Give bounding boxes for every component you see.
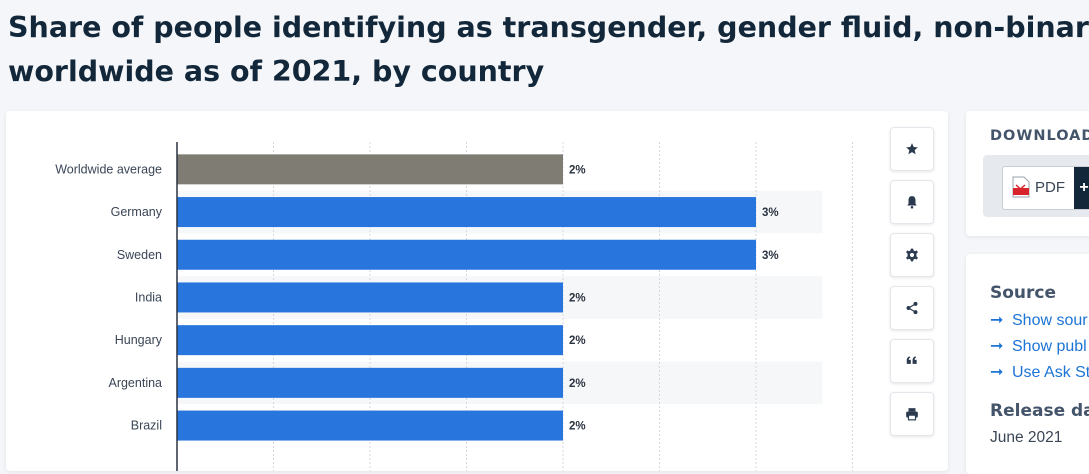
print-button[interactable] bbox=[890, 392, 934, 436]
bar bbox=[177, 367, 563, 398]
category-label: Worldwide average bbox=[55, 162, 162, 176]
arrow-right-icon: ➞ bbox=[990, 312, 1004, 329]
category-label: Sweden bbox=[117, 248, 162, 262]
settings-button[interactable] bbox=[890, 233, 934, 277]
category-label: Argentina bbox=[108, 376, 162, 390]
value-label: 2% bbox=[569, 164, 586, 176]
bar bbox=[177, 325, 563, 356]
gear-icon bbox=[906, 248, 918, 262]
chart-card: Worldwide average 2% Germany 3% Sweden 3% Indi… bbox=[6, 111, 948, 471]
page-title: Share of people identifying as transgend… bbox=[8, 6, 1089, 94]
favorite-button[interactable] bbox=[890, 127, 934, 171]
pdf-file-icon bbox=[1012, 176, 1030, 198]
category-label: Hungary bbox=[115, 333, 163, 347]
title-line-2: worldwide as of 2021, by country bbox=[8, 55, 545, 88]
release-date-value: June 2021 bbox=[990, 429, 1063, 446]
value-label: 2% bbox=[569, 292, 586, 304]
bell-icon bbox=[907, 196, 917, 209]
quote-icon bbox=[906, 356, 917, 364]
cite-button[interactable] bbox=[890, 339, 934, 383]
title-line-1: Share of people identifying as transgend… bbox=[8, 11, 1089, 44]
value-label: 3% bbox=[762, 250, 779, 262]
star-icon bbox=[906, 143, 918, 155]
value-label: 2% bbox=[569, 335, 586, 347]
pdf-plus-icon[interactable]: + bbox=[1074, 167, 1089, 209]
download-title: DOWNLOAD bbox=[990, 128, 1089, 144]
share-button[interactable] bbox=[890, 286, 934, 330]
category-label: India bbox=[135, 290, 162, 304]
category-label: Brazil bbox=[131, 419, 162, 433]
category-label: Germany bbox=[111, 205, 163, 219]
value-label: 2% bbox=[569, 421, 586, 433]
bar bbox=[177, 197, 756, 228]
bar bbox=[177, 282, 563, 313]
pdf-label: PDF bbox=[1035, 179, 1065, 196]
bar-chart: Worldwide average 2% Germany 3% Sweden 3% Indi… bbox=[55, 142, 853, 471]
ask-statista-link[interactable]: ➞ Use Ask St bbox=[990, 364, 1089, 381]
arrow-right-icon: ➞ bbox=[990, 364, 1004, 381]
value-label: 3% bbox=[762, 207, 779, 219]
source-panel: Source ➞ Show sour ➞ Show publ ➞ Use Ask St… bbox=[966, 254, 1089, 474]
show-publisher-link[interactable]: ➞ Show publ bbox=[990, 338, 1087, 355]
value-label: 2% bbox=[569, 378, 586, 390]
arrow-right-icon: ➞ bbox=[990, 338, 1004, 355]
share-icon bbox=[906, 301, 918, 315]
bar bbox=[177, 410, 563, 441]
printer-icon bbox=[906, 408, 918, 421]
download-panel: DOWNLOAD PDF + bbox=[966, 111, 1089, 236]
download-options: PDF + bbox=[983, 155, 1089, 217]
pdf-download-button[interactable]: PDF + bbox=[1002, 166, 1089, 210]
release-date-heading: Release dat bbox=[990, 401, 1089, 421]
bar bbox=[177, 239, 756, 270]
notification-button[interactable] bbox=[890, 180, 934, 224]
source-heading: Source bbox=[990, 283, 1057, 303]
show-source-link[interactable]: ➞ Show sour bbox=[990, 312, 1088, 329]
bar bbox=[177, 154, 563, 185]
